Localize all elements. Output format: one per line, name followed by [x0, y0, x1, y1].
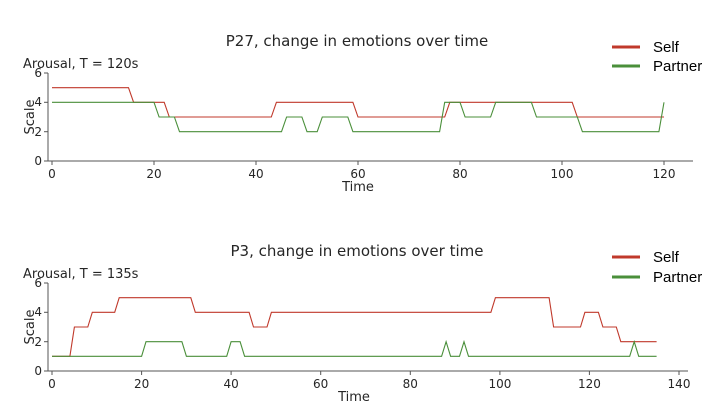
x-axis-label: Time: [337, 390, 370, 405]
y-axis-label: Scale: [23, 100, 38, 135]
x-tick-label: 80: [403, 377, 418, 391]
legend: Self Partner: [612, 39, 702, 75]
x-axis-label: Time: [341, 180, 374, 195]
series-line-self: [52, 297, 657, 357]
x-tick-label: 0: [48, 167, 56, 181]
series-line-partner: [52, 339, 657, 357]
y-tick-label: 6: [34, 66, 42, 80]
y-tick-label: 2: [34, 125, 42, 139]
y-tick-label: 2: [34, 335, 42, 349]
y-tick-label: 4: [34, 95, 42, 109]
chart-title: P27, change in emotions over time: [226, 32, 489, 50]
x-tick-label: 140: [668, 377, 691, 391]
x-tick-label: 60: [350, 167, 365, 181]
legend-label-self: Self: [653, 39, 680, 56]
y-axis: 0 2 4 6 Scale: [23, 66, 49, 168]
chart-title: P3, change in emotions over time: [231, 242, 484, 260]
x-tick-label: 20: [146, 167, 161, 181]
y-tick-label: 6: [34, 276, 42, 290]
y-tick-label: 0: [34, 154, 42, 168]
x-tick-label: 0: [48, 377, 56, 391]
legend-label-partner: Partner: [653, 269, 702, 286]
x-axis: 0 20 40 60 80 100 120 Time: [48, 160, 693, 195]
x-tick-label: 120: [578, 377, 601, 391]
chart-p3: P3, change in emotions over time Arousal…: [23, 242, 702, 405]
x-tick-label: 100: [488, 377, 511, 391]
x-tick-label: 100: [551, 167, 574, 181]
y-tick-label: 0: [34, 364, 42, 378]
x-tick-label: 40: [223, 377, 238, 391]
legend-label-partner: Partner: [653, 58, 702, 75]
x-tick-label: 60: [313, 377, 328, 391]
x-tick-label: 80: [452, 167, 467, 181]
x-tick-label: 120: [653, 167, 676, 181]
series-line-partner: [52, 101, 665, 133]
legend-label-self: Self: [653, 249, 680, 266]
x-tick-label: 20: [134, 377, 149, 391]
x-axis: 0 20 40 60 80 100 120 140 Time: [48, 370, 691, 405]
y-axis-label: Scale: [23, 310, 38, 345]
legend: Self Partner: [612, 249, 702, 286]
chart-subtitle: Arousal, T = 120s: [23, 57, 139, 72]
y-axis: 0 2 4 6 Scale: [23, 276, 49, 378]
x-tick-label: 40: [248, 167, 263, 181]
y-tick-label: 4: [34, 305, 42, 319]
chart-p27: P27, change in emotions over time Arousa…: [23, 32, 702, 195]
chart-subtitle: Arousal, T = 135s: [23, 267, 139, 282]
